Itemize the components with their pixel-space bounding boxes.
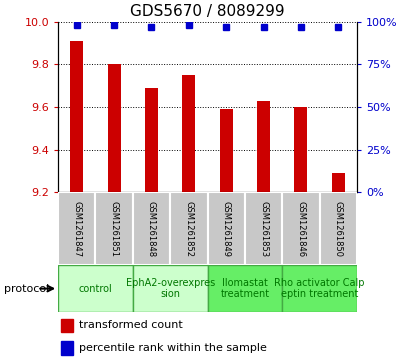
Text: GSM1261848: GSM1261848	[147, 201, 156, 257]
Bar	[58, 192, 95, 265]
Bar	[70, 41, 83, 192]
Text: protocol: protocol	[4, 284, 49, 294]
Bar	[294, 107, 308, 192]
Bar	[208, 265, 282, 312]
Text: Ilomastat
treatment: Ilomastat treatment	[220, 278, 269, 299]
Text: GSM1261853: GSM1261853	[259, 201, 268, 257]
Bar	[282, 192, 320, 265]
Bar	[182, 75, 195, 192]
Bar	[282, 265, 357, 312]
Bar	[208, 192, 245, 265]
Bar	[107, 65, 121, 192]
Text: control: control	[78, 284, 112, 294]
Bar	[257, 101, 270, 192]
Text: GSM1261849: GSM1261849	[222, 201, 231, 257]
Text: GSM1261847: GSM1261847	[72, 201, 81, 257]
Bar	[95, 192, 133, 265]
Bar	[145, 88, 158, 192]
Bar	[133, 265, 208, 312]
Bar	[133, 192, 170, 265]
Bar	[170, 192, 208, 265]
Text: percentile rank within the sample: percentile rank within the sample	[79, 343, 267, 353]
Text: GSM1261850: GSM1261850	[334, 201, 343, 257]
Text: GSM1261846: GSM1261846	[296, 201, 305, 257]
Text: Rho activator Calp
eptin treatment: Rho activator Calp eptin treatment	[274, 278, 365, 299]
Bar	[332, 173, 345, 192]
Bar	[61, 342, 73, 355]
Bar	[320, 192, 357, 265]
Bar	[58, 265, 133, 312]
Text: transformed count: transformed count	[79, 321, 183, 330]
Text: GSM1261852: GSM1261852	[184, 201, 193, 257]
Bar	[220, 109, 233, 192]
Text: EphA2-overexpres
sion: EphA2-overexpres sion	[125, 278, 215, 299]
Text: GSM1261851: GSM1261851	[110, 201, 119, 257]
Bar	[61, 319, 73, 332]
Bar	[245, 192, 282, 265]
Title: GDS5670 / 8089299: GDS5670 / 8089299	[130, 4, 285, 19]
